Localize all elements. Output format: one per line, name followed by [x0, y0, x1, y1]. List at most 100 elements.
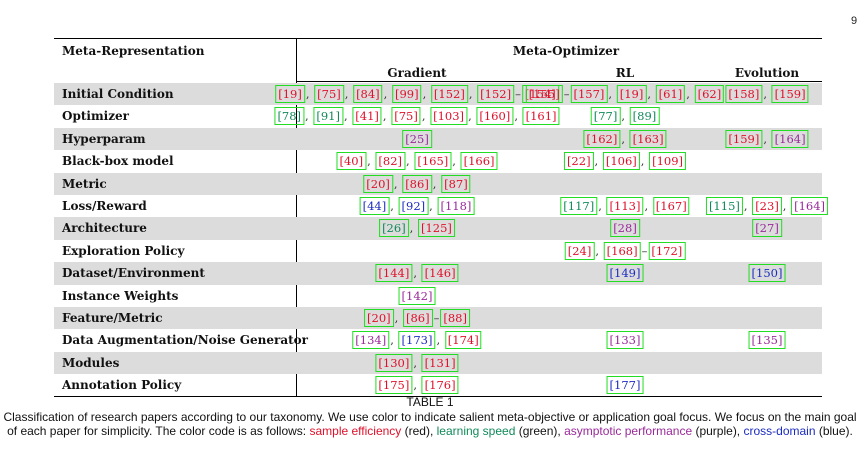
citation-link[interactable]: [77]	[590, 107, 621, 126]
citation-link[interactable]: [89]	[629, 107, 660, 126]
citation-link[interactable]: [62]	[694, 85, 725, 103]
legend-suffix: (green),	[515, 424, 565, 438]
citation-separator: ,	[394, 311, 402, 325]
citation-link[interactable]: [166]	[460, 152, 498, 171]
cell-evolution: [158], [159]	[724, 83, 809, 105]
cell-rl: [22], [106], [109]	[563, 150, 687, 172]
citation-link[interactable]: [130]	[375, 353, 413, 372]
citation-separator: ,	[413, 266, 421, 281]
citation-link[interactable]: [152]	[430, 85, 468, 103]
citation-link[interactable]: [165]	[414, 152, 452, 171]
citation-link[interactable]: [163]	[629, 129, 667, 148]
citation-link[interactable]: [23]	[752, 197, 782, 215]
citation-link[interactable]: [176]	[421, 376, 459, 395]
row-label: Data Augmentation/Noise Generator	[62, 333, 308, 348]
citation-link[interactable]: [164]	[791, 197, 829, 215]
citation-link[interactable]: [157]	[570, 85, 608, 103]
citation-link[interactable]: [24]	[564, 241, 595, 260]
citation-link[interactable]: [78]	[274, 107, 305, 126]
citation-separator: ,	[743, 199, 752, 213]
citation-link[interactable]: [117]	[560, 197, 598, 215]
citation-link[interactable]: [103]	[430, 107, 468, 126]
citation-link[interactable]: [87]	[441, 174, 471, 193]
citation-link[interactable]: [61]	[655, 85, 686, 103]
citation-link[interactable]: [175]	[375, 376, 413, 395]
citation-link[interactable]: [133]	[606, 331, 644, 350]
citation-link[interactable]: [177]	[606, 376, 644, 395]
citation-link[interactable]: [149]	[606, 264, 644, 283]
citation-link[interactable]: [99]	[391, 85, 422, 103]
citation-link[interactable]: [115]	[705, 197, 743, 215]
citation-separator: ,	[594, 154, 602, 169]
citation-link[interactable]: [160]	[476, 107, 514, 126]
citation-link[interactable]: [91]	[313, 107, 343, 126]
citation-link[interactable]: [158]	[725, 85, 763, 103]
citation-link[interactable]: [134]	[352, 331, 390, 350]
citation-link[interactable]: [75]	[391, 107, 421, 126]
citation-link[interactable]: [159]	[771, 85, 809, 103]
cell-evolution: [150]	[748, 262, 787, 284]
citation-link[interactable]: [26]	[379, 219, 409, 238]
citation-separator: ,	[640, 154, 649, 169]
citation-link[interactable]: [82]	[375, 152, 406, 171]
cell-rl: [77], [89]	[590, 105, 661, 127]
citation-link[interactable]: [161]	[522, 107, 560, 126]
citation-link[interactable]: [113]	[606, 197, 644, 215]
citation-link[interactable]: [40]	[336, 152, 367, 171]
citation-link[interactable]: [118]	[437, 197, 475, 215]
citation-link[interactable]: [173]	[398, 331, 436, 350]
header-meta-optimizer: Meta-Optimizer	[512, 44, 620, 58]
citation-link[interactable]: [168]	[603, 241, 641, 260]
citation-link[interactable]: [20]	[363, 174, 393, 193]
citation-link[interactable]: [131]	[421, 353, 459, 372]
citation-link[interactable]: [109]	[649, 152, 687, 171]
citation-link[interactable]: [159]	[725, 129, 763, 148]
citation-link[interactable]: [125]	[417, 219, 455, 238]
citation-separator: ,	[514, 109, 522, 124]
citation-separator: ,	[644, 199, 652, 213]
citation-link[interactable]: [22]	[563, 152, 594, 171]
citation-link[interactable]: [86]	[402, 309, 433, 327]
citation-separator: ,	[367, 154, 375, 169]
citation-link[interactable]: [172]	[648, 241, 686, 260]
citation-link[interactable]: [144]	[375, 264, 413, 283]
citation-link[interactable]: [164]	[771, 129, 809, 148]
row-label: Dataset/Environment	[62, 266, 205, 281]
citation-link[interactable]: [167]	[652, 197, 690, 215]
citation-link[interactable]: [41]	[352, 107, 382, 126]
citation-link[interactable]: [174]	[444, 331, 482, 350]
citation-link[interactable]: [19]	[275, 85, 305, 103]
citation-link[interactable]: [150]	[748, 264, 786, 283]
citation-link[interactable]: [25]	[402, 129, 432, 148]
citation-link[interactable]: [20]	[364, 309, 394, 327]
citation-separator: ,	[390, 333, 398, 348]
citation-link[interactable]: [44]	[359, 197, 390, 215]
row-label: Modules	[62, 355, 120, 370]
citation-link[interactable]: [152]	[477, 85, 515, 103]
citation-link[interactable]: [88]	[440, 309, 470, 327]
citation-separator: ,	[421, 109, 430, 124]
legend-red: sample efficiency	[309, 424, 402, 438]
citation-link[interactable]: [92]	[398, 197, 429, 215]
citation-link[interactable]: [142]	[398, 286, 436, 305]
subheader-evolution: Evolution	[734, 66, 800, 80]
cell-gradient: [40], [82], [165], [166]	[335, 150, 498, 172]
citation-link[interactable]: [106]	[602, 152, 640, 171]
citation-link[interactable]: [146]	[421, 264, 459, 283]
citation-separator: ,	[782, 199, 791, 213]
cell-rl: [24], [168] – [172]	[564, 240, 687, 262]
citation-link[interactable]: [19]	[616, 85, 647, 103]
legend-green: learning speed	[436, 424, 516, 438]
citation-link[interactable]: [27]	[752, 219, 782, 238]
citation-link[interactable]: [84]	[353, 85, 383, 103]
citation-separator: ,	[686, 87, 694, 101]
citation-link[interactable]: [135]	[748, 331, 786, 350]
citation-separator: ,	[382, 109, 391, 124]
citation-link[interactable]: [86]	[402, 174, 432, 193]
citation-separator: ,	[343, 109, 352, 124]
citation-link[interactable]: [28]	[610, 219, 640, 238]
citation-link[interactable]: [75]	[314, 85, 344, 103]
citation-separator: ,	[595, 243, 603, 258]
citation-link[interactable]: [155]	[525, 85, 563, 103]
citation-link[interactable]: [162]	[583, 129, 621, 148]
